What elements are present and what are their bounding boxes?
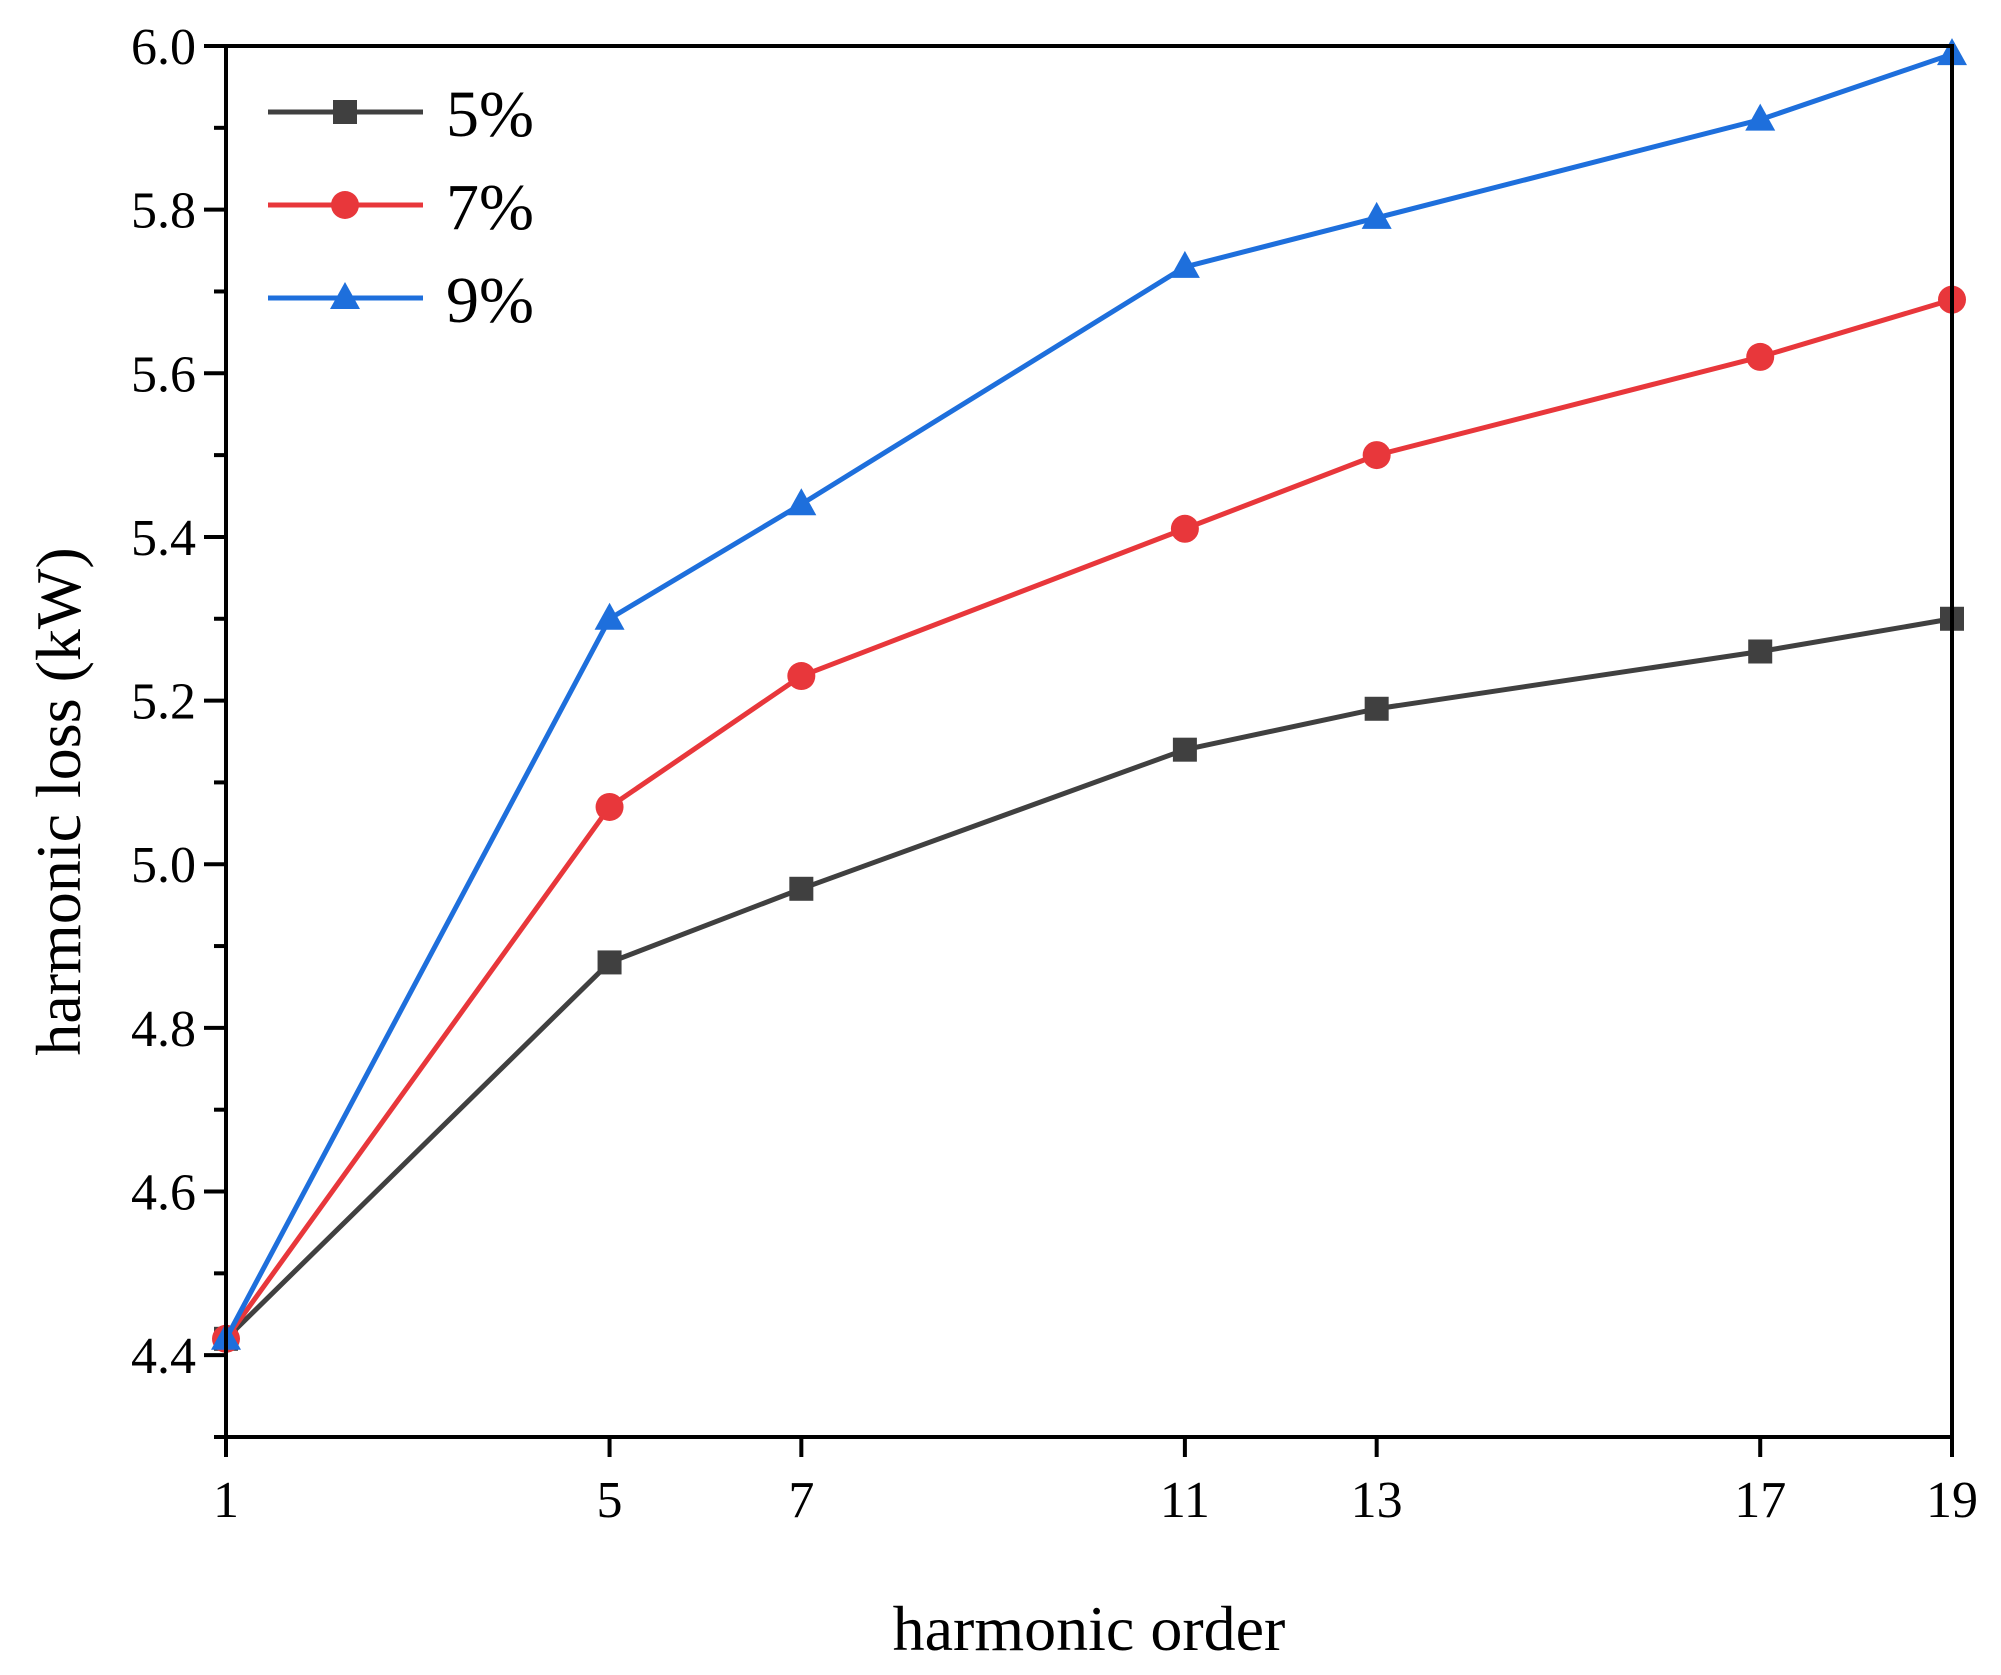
data-point	[1361, 201, 1392, 229]
legend-item: 9%	[268, 264, 534, 337]
plot-series-group	[211, 38, 1967, 1353]
y-tick-label: 5.8	[131, 183, 196, 240]
data-point	[789, 876, 814, 901]
data-point	[1748, 639, 1773, 664]
y-tick-label: 6.0	[131, 19, 196, 76]
data-point	[1364, 696, 1389, 721]
data-point	[594, 602, 625, 630]
x-axis: 1 5 7 11 13 17 19	[213, 1437, 1978, 1529]
x-tick-label: 19	[1926, 1472, 1978, 1529]
legend: 5% 7% 9%	[268, 78, 534, 337]
series-1	[214, 606, 1964, 1351]
x-tick-label: 7	[788, 1472, 814, 1529]
data-point	[1169, 250, 1200, 278]
y-tick-label: 4.6	[131, 1165, 196, 1222]
legend-marker	[330, 282, 360, 309]
data-point	[597, 950, 622, 975]
legend-item: 5%	[268, 78, 534, 151]
y-tick-label: 5.0	[131, 837, 196, 894]
x-axis-title: harmonic order	[893, 1593, 1286, 1664]
legend-marker	[331, 191, 359, 219]
y-axis: 4.4 4.6 4.8 5.0 5.2 5.4 5.6 5.8 6.0	[131, 19, 226, 1439]
x-tick-label: 1	[213, 1472, 239, 1529]
series-line	[223, 297, 1953, 1341]
y-tick-label: 5.6	[131, 346, 196, 403]
data-point	[1746, 342, 1775, 371]
series-3	[211, 38, 1967, 1350]
y-axis-title: harmonic loss (kW)	[23, 547, 94, 1055]
legend-label: 7%	[446, 171, 534, 244]
x-tick-label: 11	[1160, 1472, 1210, 1529]
plot-frame	[224, 44, 1954, 1439]
series-line	[223, 51, 1953, 1340]
series-2	[212, 285, 1966, 1353]
legend-label: 9%	[446, 264, 534, 337]
y-tick-label: 4.4	[131, 1328, 196, 1385]
data-point	[1172, 737, 1197, 762]
data-point	[595, 792, 624, 821]
legend-label: 5%	[446, 78, 534, 151]
x-tick-label: 17	[1734, 1472, 1786, 1529]
data-point	[1745, 103, 1776, 131]
legend-item: 7%	[268, 171, 534, 244]
data-point	[1170, 514, 1199, 543]
legend-marker	[333, 100, 357, 124]
data-point	[787, 662, 816, 691]
y-tick-label: 5.2	[131, 674, 196, 731]
x-tick-label: 13	[1351, 1472, 1403, 1529]
data-point	[1362, 441, 1391, 470]
y-tick-label: 4.8	[131, 1001, 196, 1058]
x-tick-label: 5	[597, 1472, 623, 1529]
data-point	[786, 488, 817, 516]
y-tick-label: 5.4	[131, 510, 196, 567]
